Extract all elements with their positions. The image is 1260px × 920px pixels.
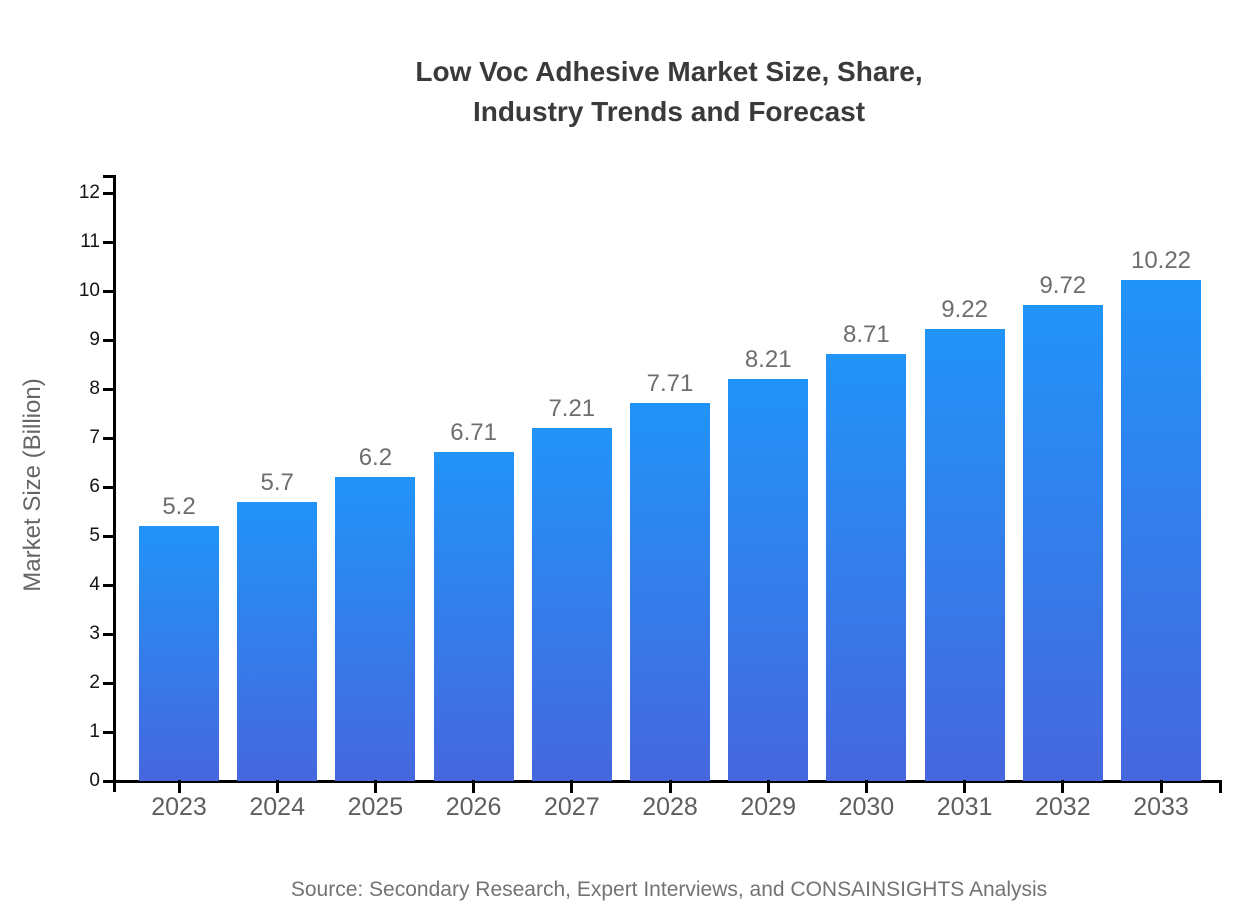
y-tick <box>103 779 116 783</box>
bar-2028 <box>630 403 710 781</box>
x-tick-2024 <box>275 780 279 793</box>
x-tick-label-2031: 2031 <box>936 793 993 821</box>
x-tick-label-2033: 2033 <box>1133 793 1189 821</box>
y-tick <box>103 191 116 195</box>
source-note: Source: Secondary Research, Expert Inter… <box>290 878 1048 901</box>
bar-2033 <box>1121 280 1201 781</box>
y-axis-end-tick <box>103 175 116 178</box>
x-tick-2029 <box>766 780 770 793</box>
x-tick-2030 <box>864 780 868 793</box>
bar-2030 <box>826 354 907 781</box>
y-tick-label: 10 <box>78 280 100 301</box>
chart-title: Low Voc Adhesive Market Size, Share, Ind… <box>116 52 1222 132</box>
y-tick-label: 2 <box>89 672 100 693</box>
y-tick <box>103 485 116 489</box>
bar-value-label-2024: 5.7 <box>260 468 294 496</box>
y-tick-label: 8 <box>89 378 100 399</box>
y-tick <box>103 436 116 440</box>
x-tick-2027 <box>570 780 574 793</box>
y-tick <box>103 534 116 538</box>
bar-value-label-2027: 7.21 <box>548 394 596 422</box>
y-tick <box>103 240 116 244</box>
y-axis-line <box>113 175 116 792</box>
x-tick-label-2028: 2028 <box>642 793 698 821</box>
bar-2024 <box>237 501 318 781</box>
bar-2026 <box>433 452 514 781</box>
x-tick-2023 <box>177 780 181 793</box>
bar-2032 <box>1022 304 1103 781</box>
y-tick <box>103 730 116 734</box>
y-tick-label: 4 <box>89 574 100 595</box>
y-tick-label: 9 <box>89 329 100 350</box>
x-tick-label-2029: 2029 <box>740 793 796 821</box>
bar-2031 <box>924 329 1005 781</box>
x-tick-label-2026: 2026 <box>445 793 502 821</box>
x-tick-label-2024: 2024 <box>249 793 305 821</box>
x-tick-label-2027: 2027 <box>543 793 600 821</box>
y-tick-label: 5 <box>89 525 100 546</box>
chart-title-line-1: Low Voc Adhesive Market Size, Share, <box>415 56 923 87</box>
bar-value-label-2023: 5.2 <box>162 493 196 521</box>
x-tick-label-2030: 2030 <box>838 793 895 821</box>
y-tick-label: 1 <box>89 721 100 742</box>
x-axis-end-tick <box>1219 780 1222 793</box>
y-tick <box>103 583 116 587</box>
x-tick-label-2025: 2025 <box>347 793 404 821</box>
y-tick <box>103 632 116 636</box>
y-tick <box>103 681 116 685</box>
bar-2025 <box>335 477 416 781</box>
x-tick-label-2032: 2032 <box>1034 793 1091 821</box>
x-tick-2031 <box>963 780 967 793</box>
bar-value-label-2030: 8.71 <box>843 321 890 349</box>
y-tick-label: 12 <box>78 182 100 203</box>
x-tick-2025 <box>373 780 377 793</box>
bar-value-label-2025: 6.2 <box>358 444 393 472</box>
y-tick <box>103 338 116 342</box>
x-tick-2032 <box>1061 780 1065 793</box>
y-tick <box>103 289 116 293</box>
x-axis-line <box>113 780 1222 783</box>
chart-title-line-2: Industry Trends and Forecast <box>472 96 866 127</box>
bar-2027 <box>531 427 612 781</box>
x-tick-2026 <box>472 780 476 793</box>
bar-2029 <box>728 378 809 781</box>
y-tick-label: 11 <box>80 231 100 252</box>
bar-value-label-2028: 7.71 <box>646 370 694 398</box>
y-tick-label: 3 <box>89 623 100 644</box>
bar-value-label-2026: 6.71 <box>450 419 497 447</box>
bar-2023 <box>139 526 219 781</box>
y-tick-label: 6 <box>89 476 100 497</box>
x-tick-2028 <box>668 780 672 793</box>
bar-value-label-2033: 10.22 <box>1130 247 1192 275</box>
y-tick-label: 7 <box>89 427 100 448</box>
bar-value-label-2029: 8.21 <box>744 345 792 373</box>
x-tick-2033 <box>1159 780 1163 793</box>
x-tick-label-2023: 2023 <box>151 793 207 821</box>
y-tick-label: 0 <box>89 770 100 791</box>
bar-value-label-2032: 9.72 <box>1039 271 1087 299</box>
bar-value-label-2031: 9.22 <box>941 296 988 324</box>
y-tick <box>103 387 116 391</box>
